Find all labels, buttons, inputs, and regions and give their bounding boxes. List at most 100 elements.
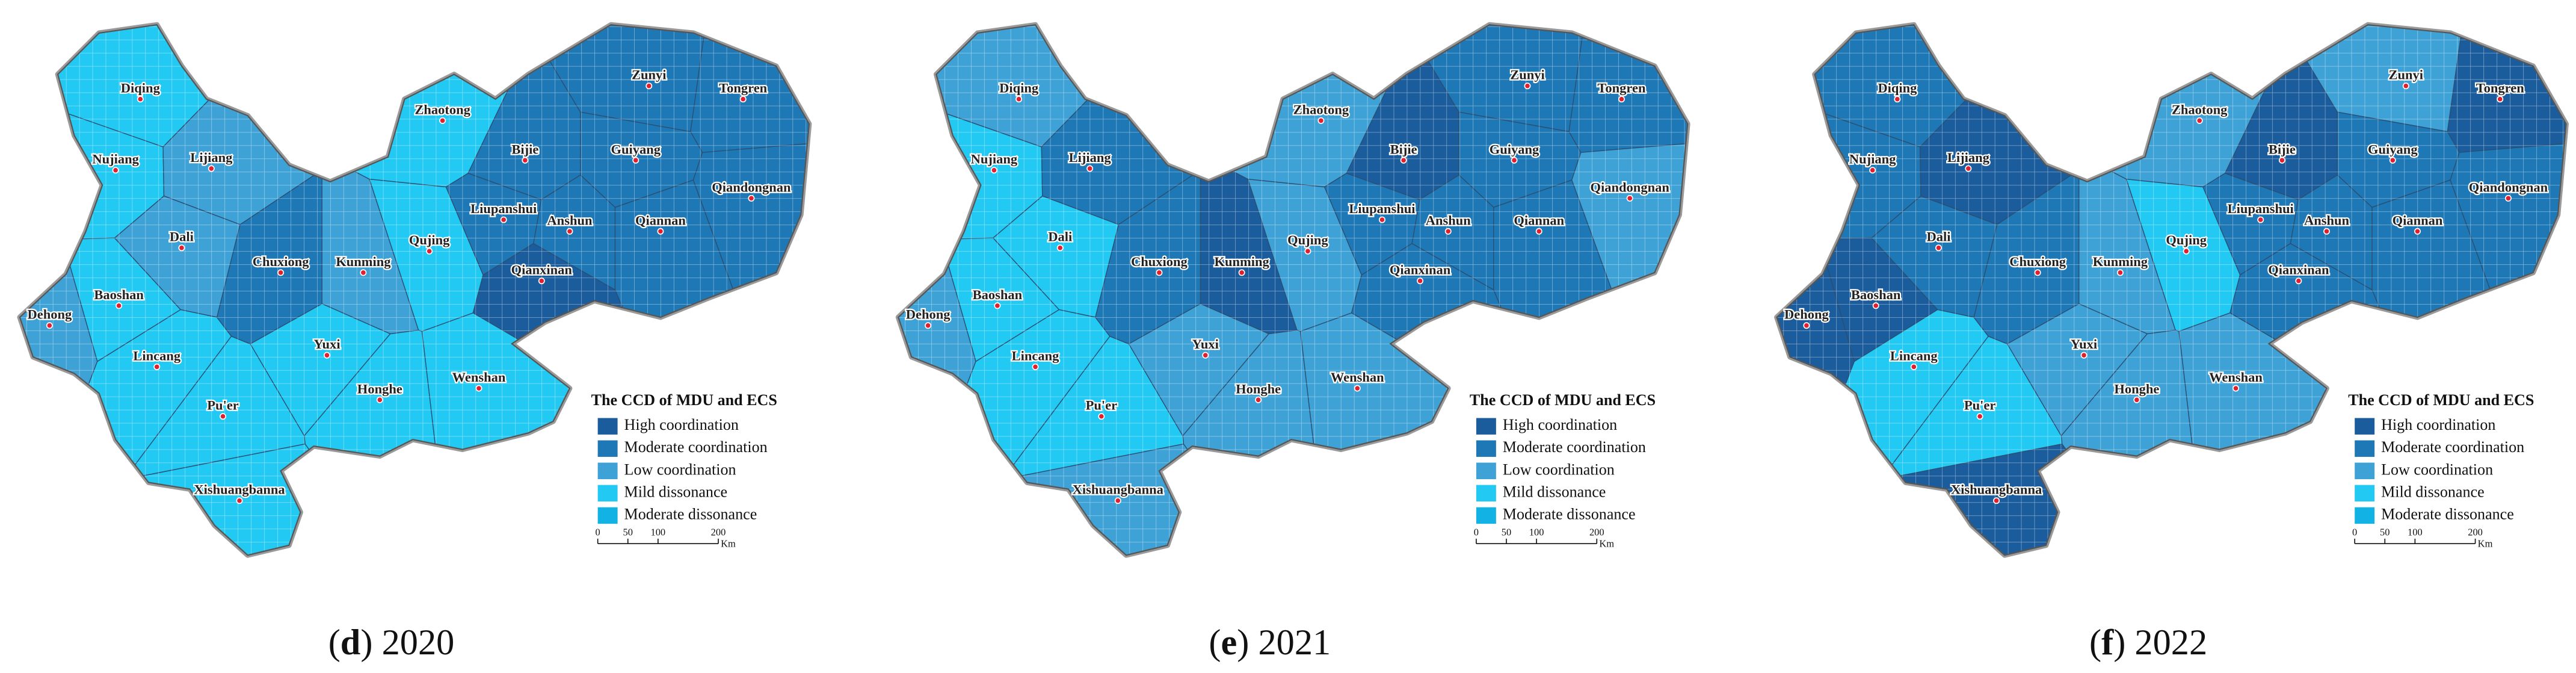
scale-label: 50 [1502,526,1511,538]
city-label: Liupanshui [2228,201,2294,216]
city-label: Pu'er [207,398,238,413]
city-dot [1354,385,1361,392]
city-label: Bijie [1390,141,1417,157]
city-label: Dehong [27,307,72,322]
city-dot [2414,228,2421,235]
city-label: Lijiang [1947,150,1990,165]
city-label: Chuxiong [2009,254,2066,269]
city-dot [2133,396,2140,403]
city-dot [748,194,755,202]
city-dot [1114,497,1121,504]
city-dot [2323,228,2331,235]
city-label: Lincang [1890,348,1938,363]
city-label: Zhaotong [1293,102,1349,117]
city-label: Qujing [1287,232,1328,247]
scale-label: 0 [1474,526,1479,538]
city-label: Dehong [1784,307,1829,322]
caption-part: e [1221,622,1237,663]
legend-swatch [1476,462,1496,480]
city-label: Xishuangbanna [194,482,285,497]
city-dot [277,269,285,276]
city-label: Diqing [121,81,161,96]
city-label: Kunming [1214,254,1269,269]
scale-label: 0 [596,526,600,538]
city-label: Qianxinan [2268,262,2329,278]
city-dot [2504,194,2512,202]
city-dot [1524,82,1531,90]
city-label: Diqing [999,81,1039,96]
city-label: Guiyang [1490,141,1539,157]
city-label: Honghe [1236,381,1281,396]
legend-swatch [2355,440,2375,457]
city-dot [1032,363,1039,370]
city-dot [116,302,123,309]
legend-label: High coordination [2381,416,2495,433]
legend-title: The CCD of MDU and ECS [591,391,777,409]
legend-label: Moderate coordination [2381,438,2524,456]
city-dot [208,165,215,172]
city-label: Chuxiong [253,254,310,269]
legend-swatch [1476,418,1496,435]
city-dot [475,385,482,392]
caption: (e) 2021 [1209,622,1331,663]
city-label: Lincang [133,348,181,363]
caption-part: ) 2022 [2113,622,2207,663]
legend-swatch [2355,418,2375,435]
city-dot [632,157,639,164]
city-label: Lijiang [190,150,233,165]
legend-swatch [597,485,618,502]
city-dot [2232,385,2240,392]
city-dot [360,269,367,276]
city-label: Yuxi [313,336,340,352]
scale-label: 100 [2408,526,2423,538]
legend-label: Moderate dissonance [624,505,757,523]
scale-label: 200 [711,526,726,538]
city-dot [236,497,243,504]
city-dot [1378,216,1385,223]
legend-label: Moderate coordination [1503,438,1646,456]
city-label: Qianxinan [511,262,573,278]
city-label: Wenshan [2209,370,2263,385]
city-dot [1056,244,1064,252]
city-label: Wenshan [1331,370,1384,385]
city-label: Liupanshui [1349,201,1415,216]
scale-unit: Km [2478,538,2493,550]
city-label: Liupanshui [470,201,537,216]
legend-swatch [2355,485,2375,502]
province-border [897,23,1689,556]
city-label: Dali [1926,229,1950,244]
city-label: Qiannan [2393,212,2443,228]
caption: (f) 2022 [2089,622,2207,663]
city-label: Lijiang [1069,150,1112,165]
city-dot [1935,244,1942,252]
city-dot [112,167,119,174]
city-dot [2402,82,2409,90]
legend-swatch [1476,507,1496,524]
city-dot [1626,194,1633,202]
city-dot [1317,117,1325,124]
caption-part: ( [2089,622,2101,663]
city-label: Nujiang [971,152,1018,167]
city-label: Nujiang [92,152,139,167]
city-dot [1803,322,1810,329]
legend-swatch [597,507,618,524]
city-label: Baoshan [1851,287,1901,302]
city-label: Qiandongnan [712,179,791,194]
city-dot [657,228,664,235]
city-dot [538,278,545,285]
city-dot [1444,228,1452,235]
city-label: Yuxi [2071,336,2097,352]
city-label: Kunming [2093,254,2148,269]
city-label: Pu'er [1964,398,1995,413]
city-label: Nujiang [1849,152,1896,167]
legend-swatch [597,462,618,480]
city-dot [46,322,53,329]
province-border [19,23,810,556]
city-dot [1618,96,1625,103]
city-label: Chuxiong [1131,254,1188,269]
city-dot [1255,396,1262,403]
province-border [1776,23,2567,556]
city-label: Anshun [2304,212,2350,228]
city-dot [1910,363,1917,370]
